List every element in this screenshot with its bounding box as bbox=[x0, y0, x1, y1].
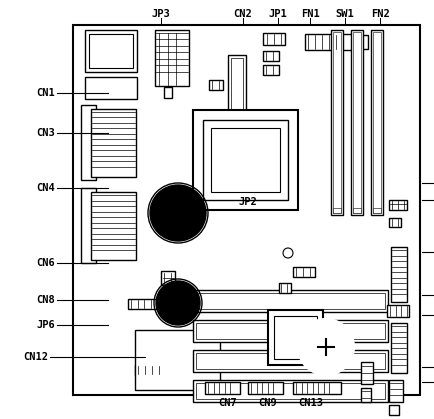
Bar bbox=[193, 110, 298, 210]
Bar bbox=[293, 382, 341, 394]
Bar bbox=[353, 208, 361, 213]
Text: FN2: FN2 bbox=[371, 9, 389, 19]
Bar bbox=[361, 362, 373, 384]
Bar bbox=[361, 388, 371, 402]
Text: CN13: CN13 bbox=[299, 398, 323, 408]
Text: JP1: JP1 bbox=[269, 9, 287, 19]
Bar bbox=[373, 32, 381, 213]
Bar bbox=[263, 51, 279, 61]
Bar bbox=[391, 247, 407, 302]
Bar bbox=[91, 109, 136, 177]
Circle shape bbox=[150, 185, 206, 241]
Bar bbox=[373, 208, 381, 213]
Bar bbox=[263, 65, 279, 75]
Bar bbox=[135, 330, 220, 390]
Bar bbox=[389, 380, 403, 402]
Bar bbox=[268, 310, 323, 365]
Bar bbox=[248, 382, 283, 394]
Bar bbox=[389, 218, 401, 227]
Bar bbox=[389, 405, 399, 415]
Text: JP6: JP6 bbox=[36, 320, 55, 330]
Bar bbox=[155, 30, 189, 86]
Bar bbox=[293, 267, 315, 277]
Bar bbox=[305, 34, 353, 50]
Bar bbox=[353, 32, 361, 213]
Bar bbox=[135, 365, 170, 375]
Text: CN12: CN12 bbox=[23, 352, 48, 362]
Bar bbox=[91, 192, 136, 260]
Bar bbox=[351, 30, 363, 215]
Bar bbox=[274, 316, 317, 359]
Text: CN1: CN1 bbox=[36, 88, 55, 98]
Bar bbox=[196, 383, 385, 399]
Text: CN4: CN4 bbox=[36, 183, 55, 193]
Bar bbox=[263, 33, 285, 45]
Bar bbox=[371, 30, 383, 215]
Bar bbox=[389, 200, 407, 210]
Bar bbox=[203, 120, 288, 200]
Circle shape bbox=[298, 319, 354, 375]
Bar bbox=[205, 382, 240, 394]
Text: CN8: CN8 bbox=[36, 295, 55, 305]
Circle shape bbox=[278, 243, 298, 263]
Bar bbox=[196, 353, 385, 369]
Bar bbox=[231, 58, 243, 197]
Text: CN2: CN2 bbox=[233, 9, 253, 19]
Circle shape bbox=[156, 281, 200, 325]
Bar bbox=[193, 320, 388, 342]
Bar bbox=[193, 380, 388, 402]
Bar bbox=[89, 34, 133, 68]
Bar bbox=[333, 208, 341, 213]
Bar bbox=[164, 87, 172, 98]
Bar bbox=[85, 30, 137, 72]
Bar bbox=[211, 128, 280, 192]
Text: SW1: SW1 bbox=[335, 9, 355, 19]
Bar bbox=[73, 25, 420, 395]
Bar bbox=[279, 283, 291, 293]
Text: CN3: CN3 bbox=[36, 128, 55, 138]
Bar bbox=[391, 323, 407, 373]
Bar bbox=[333, 32, 341, 213]
Bar bbox=[193, 290, 388, 312]
Bar bbox=[196, 293, 385, 309]
Bar bbox=[331, 30, 343, 215]
Bar bbox=[228, 55, 246, 200]
Bar bbox=[196, 323, 385, 339]
Bar bbox=[81, 105, 96, 180]
Text: CN7: CN7 bbox=[219, 398, 237, 408]
Bar bbox=[161, 271, 175, 285]
Bar bbox=[209, 80, 223, 90]
Text: JP2: JP2 bbox=[239, 197, 257, 207]
Bar bbox=[128, 299, 166, 309]
Bar bbox=[358, 35, 368, 49]
Text: CN6: CN6 bbox=[36, 258, 55, 268]
Bar bbox=[193, 350, 388, 372]
Text: JP3: JP3 bbox=[151, 9, 171, 19]
Bar bbox=[81, 188, 96, 263]
Bar bbox=[85, 77, 137, 99]
Text: FN1: FN1 bbox=[301, 9, 319, 19]
Bar bbox=[387, 305, 409, 317]
Text: CN9: CN9 bbox=[259, 398, 277, 408]
